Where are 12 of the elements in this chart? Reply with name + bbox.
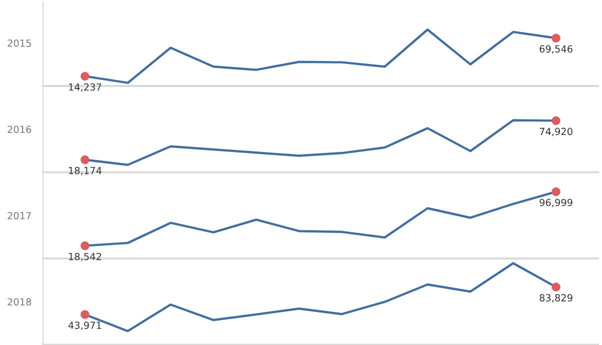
data-label: 18,174 [69, 166, 102, 176]
data-label: 83,829 [540, 294, 572, 302]
data-label: 18,542 [69, 252, 102, 262]
data-label: 69,546 [540, 45, 572, 54]
data-label: 96,999 [540, 198, 572, 208]
data-label: 43,971 [68, 322, 102, 330]
data-label: 14,237 [69, 83, 102, 92]
y-axis-title: 2016 [8, 126, 32, 134]
y-axis-title: 2015 [8, 39, 31, 47]
y-axis-title: 2018 [8, 298, 32, 306]
y-axis-title: 2017 [8, 212, 31, 220]
data-label: 74,920 [540, 128, 572, 136]
